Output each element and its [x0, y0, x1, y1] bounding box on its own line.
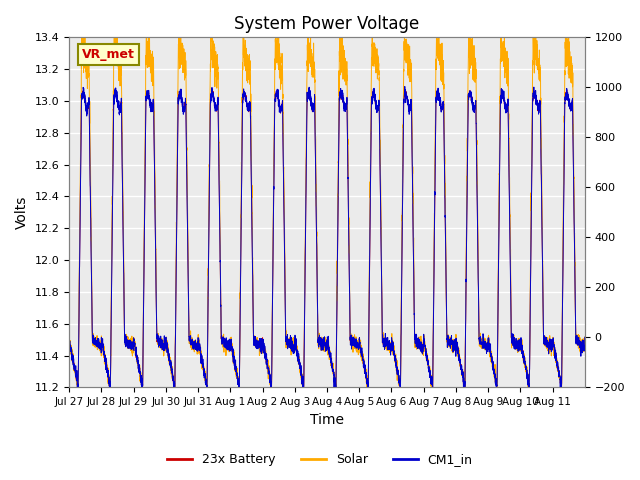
- Title: System Power Voltage: System Power Voltage: [234, 15, 420, 33]
- Text: VR_met: VR_met: [82, 48, 135, 61]
- X-axis label: Time: Time: [310, 413, 344, 427]
- Legend: 23x Battery, Solar, CM1_in: 23x Battery, Solar, CM1_in: [163, 448, 477, 471]
- Y-axis label: Volts: Volts: [15, 196, 29, 229]
